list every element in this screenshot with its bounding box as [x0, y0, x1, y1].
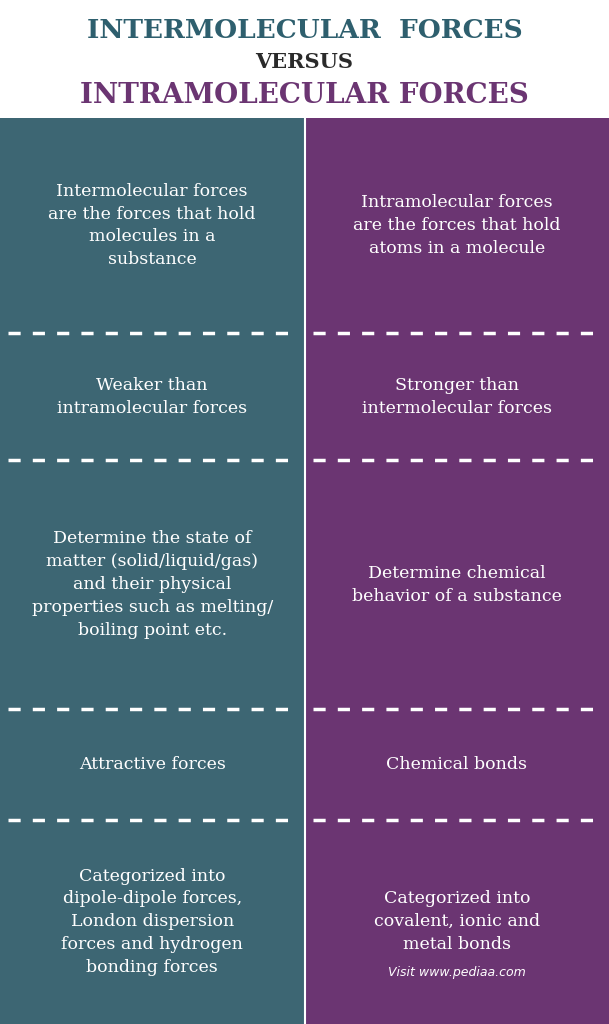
- Text: INTRAMOLECULAR FORCES: INTRAMOLECULAR FORCES: [80, 82, 529, 109]
- Text: VERSUS: VERSUS: [256, 52, 353, 72]
- Text: Attractive forces: Attractive forces: [79, 756, 226, 773]
- Bar: [304, 333, 609, 461]
- Text: Chemical bonds: Chemical bonds: [386, 756, 527, 773]
- Text: Intermolecular forces
are the forces that hold
molecules in a
substance: Intermolecular forces are the forces tha…: [49, 182, 256, 268]
- Text: Intramolecular forces
are the forces that hold
atoms in a molecule: Intramolecular forces are the forces tha…: [353, 195, 560, 257]
- Bar: [0, 461, 304, 709]
- Bar: [304, 819, 609, 1024]
- Bar: [0, 118, 304, 333]
- Bar: [304, 709, 609, 819]
- Bar: [0, 333, 304, 461]
- Text: Determine chemical
behavior of a substance: Determine chemical behavior of a substan…: [352, 565, 561, 604]
- Text: Stronger than
intermolecular forces: Stronger than intermolecular forces: [362, 377, 552, 417]
- Bar: [0, 709, 304, 819]
- Text: Categorized into
covalent, ionic and
metal bonds: Categorized into covalent, ionic and met…: [374, 891, 540, 953]
- Text: Determine the state of
matter (solid/liquid/gas)
and their physical
properties s: Determine the state of matter (solid/liq…: [32, 530, 273, 639]
- Bar: [304, 461, 609, 709]
- Bar: [0, 819, 304, 1024]
- Text: Weaker than
intramolecular forces: Weaker than intramolecular forces: [57, 377, 247, 417]
- Text: Categorized into
dipole-dipole forces,
London dispersion
forces and hydrogen
bon: Categorized into dipole-dipole forces, L…: [62, 867, 243, 976]
- Text: INTERMOLECULAR  FORCES: INTERMOLECULAR FORCES: [86, 18, 523, 43]
- Text: Visit www.pediaa.com: Visit www.pediaa.com: [388, 966, 526, 979]
- Bar: [304, 118, 609, 333]
